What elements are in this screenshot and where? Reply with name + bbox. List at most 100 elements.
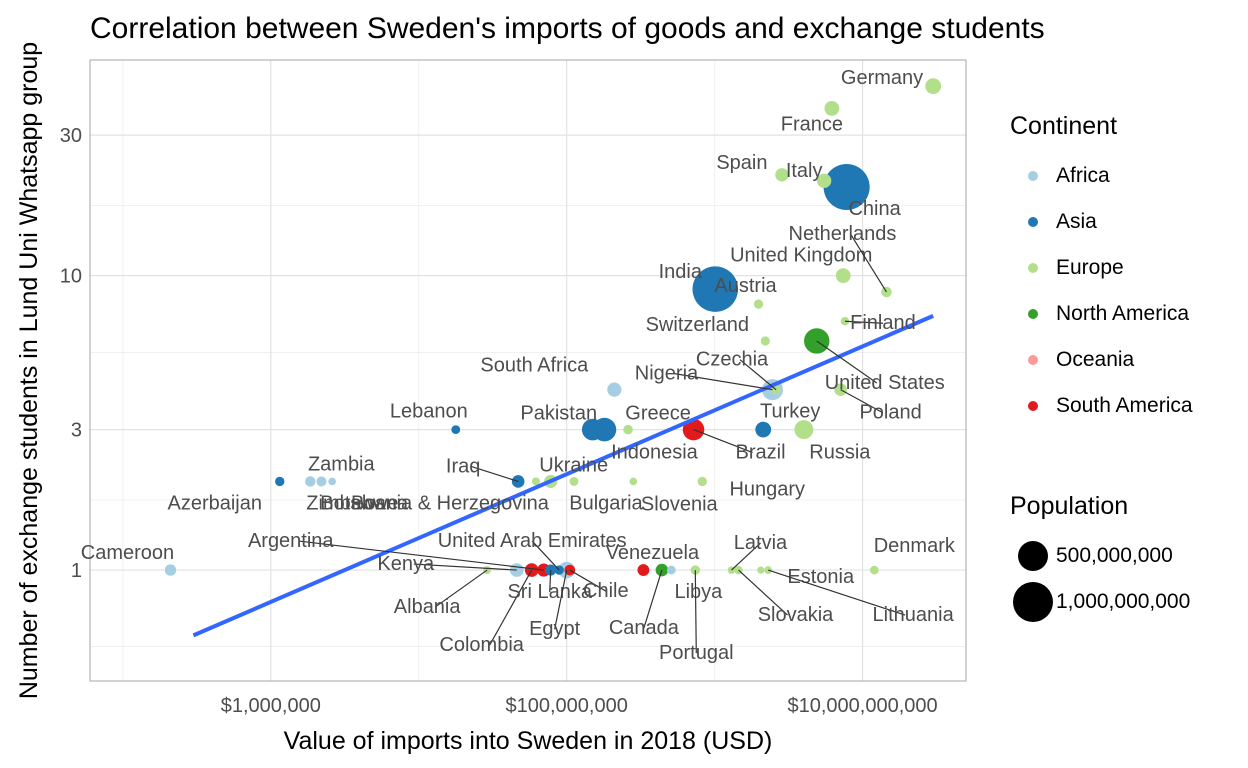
label-slovakia: Slovakia — [758, 604, 834, 626]
label-colombia: Colombia — [439, 634, 524, 656]
label-connector-united-states — [816, 340, 878, 384]
chart-title: Correlation between Sweden's imports of … — [90, 12, 1045, 45]
label-botswana: Botswana — [320, 492, 409, 514]
point-slovenia — [629, 477, 638, 486]
label-iraq: Iraq — [446, 455, 480, 477]
point-cameroon — [164, 564, 177, 576]
point-spain — [775, 168, 789, 182]
label-switzerland: Switzerland — [646, 314, 749, 336]
point-india — [692, 266, 739, 312]
label-indonesia: Indonesia — [611, 442, 699, 464]
label-connector-united-arab-emirates — [531, 540, 560, 571]
point-zambia — [305, 476, 316, 487]
point-germany — [925, 78, 942, 95]
legend-item-north-america: North America — [1010, 291, 1245, 337]
label-slovenia: Slovenia — [641, 493, 719, 515]
label-connector-lithuania — [767, 569, 906, 616]
label-portugal: Portugal — [659, 642, 734, 664]
label-hungary: Hungary — [729, 478, 805, 500]
label-brazil: Brazil — [736, 442, 786, 464]
label-united-states: United States — [825, 372, 945, 394]
label-connector-argentina — [298, 540, 544, 571]
label-austria: Austria — [714, 275, 777, 297]
label-kenya: Kenya — [377, 553, 435, 575]
label-connector-iraq — [470, 465, 519, 483]
legend-swatch-north-america — [1028, 309, 1038, 319]
label-connector-netherlands — [849, 233, 887, 293]
legend-item-africa: Africa — [1010, 153, 1245, 199]
label-denmark: Denmark — [874, 535, 956, 557]
label-zambia: Zambia — [308, 453, 376, 475]
label-germany: Germany — [841, 67, 923, 89]
continent-legend-title: Continent — [1010, 112, 1118, 140]
label-chile: Chile — [583, 580, 629, 602]
legend-item-oceania: Oceania — [1010, 337, 1245, 383]
label-czechia: Czechia — [696, 349, 769, 371]
label-lebanon: Lebanon — [390, 401, 468, 423]
size-legend-label-500m: 500,000,000 — [1056, 544, 1173, 567]
point-bosnia-and-herzegovina — [531, 477, 540, 486]
y-tick-label: 10 — [60, 266, 82, 288]
label-connector-nigeria — [674, 373, 773, 391]
label-bulgaria: Bulgaria — [569, 492, 643, 514]
label-spain: Spain — [716, 152, 767, 174]
label-russia: Russia — [809, 442, 871, 464]
label-pakistan: Pakistan — [520, 403, 597, 425]
legend-label-oceania: Oceania — [1056, 348, 1135, 371]
label-connector-czechia — [739, 359, 777, 391]
legend-label-north-america: North America — [1056, 302, 1190, 325]
label-libya: Libya — [674, 581, 723, 603]
label-connector-chile — [569, 569, 607, 592]
label-azerbaijan: Azerbaijan — [167, 492, 262, 514]
point-azerbaijan — [275, 476, 285, 487]
legend-label-africa: Africa — [1056, 164, 1110, 187]
point-china — [823, 163, 870, 211]
legend-swatch-africa — [1028, 171, 1038, 181]
point-venezuela — [637, 564, 650, 576]
point-austria — [753, 299, 764, 309]
label-egypt: Egypt — [529, 618, 581, 640]
legend-item-asia: Asia — [1010, 199, 1245, 245]
label-united-kingdom: United Kingdom — [730, 245, 872, 267]
label-united-arab-emirates: United Arab Emirates — [438, 530, 627, 552]
size-legend-dot-1b — [1013, 582, 1053, 622]
x-tick-label: $10,000,000,000 — [788, 695, 938, 717]
label-greece: Greece — [625, 403, 691, 425]
label-cameroon: Cameroon — [81, 542, 174, 564]
legend-item-europe: Europe — [1010, 245, 1245, 291]
label-france: France — [781, 113, 843, 135]
label-argentina: Argentina — [248, 530, 334, 552]
point-estonia — [757, 566, 765, 574]
label-sri-lanka: Sri Lanka — [507, 581, 592, 603]
label-poland: Poland — [859, 402, 921, 424]
point-greece — [623, 424, 633, 435]
trend-line — [192, 314, 934, 638]
size-legend-item-1b: 1,000,000,000 — [1010, 579, 1245, 625]
label-netherlands: Netherlands — [789, 223, 897, 245]
x-tick-label: $1,000,000 — [221, 695, 321, 717]
y-tick-label: 30 — [60, 125, 82, 147]
point-pakistan — [581, 418, 604, 441]
legend-item-south-america: South America — [1010, 383, 1245, 429]
y-tick-label: 1 — [71, 560, 82, 582]
label-connector-kenya — [413, 563, 517, 571]
legend-swatch-south-america — [1028, 401, 1038, 411]
label-venezuela: Venezuela — [606, 542, 700, 564]
label-lithuania: Lithuania — [873, 604, 955, 626]
legend-swatch-oceania — [1028, 355, 1038, 365]
label-connector-portugal — [694, 570, 697, 654]
legend-swatch-asia — [1028, 217, 1038, 227]
size-legend-item-500m: 500,000,000 — [1010, 533, 1245, 579]
label-turkey: Turkey — [760, 401, 820, 423]
population-legend: Population 500,000,000 1,000,000,000 — [1010, 492, 1245, 625]
legend-label-asia: Asia — [1056, 210, 1097, 233]
legend-swatch-europe — [1028, 263, 1038, 273]
label-connector-canada — [643, 569, 663, 629]
x-tick-label: $100,000,000 — [506, 695, 628, 717]
label-south-africa: South Africa — [480, 355, 589, 377]
point-switzerland — [760, 336, 770, 346]
legend-label-europe: Europe — [1056, 256, 1124, 279]
point-hungary — [697, 476, 707, 487]
label-china: China — [848, 198, 901, 220]
